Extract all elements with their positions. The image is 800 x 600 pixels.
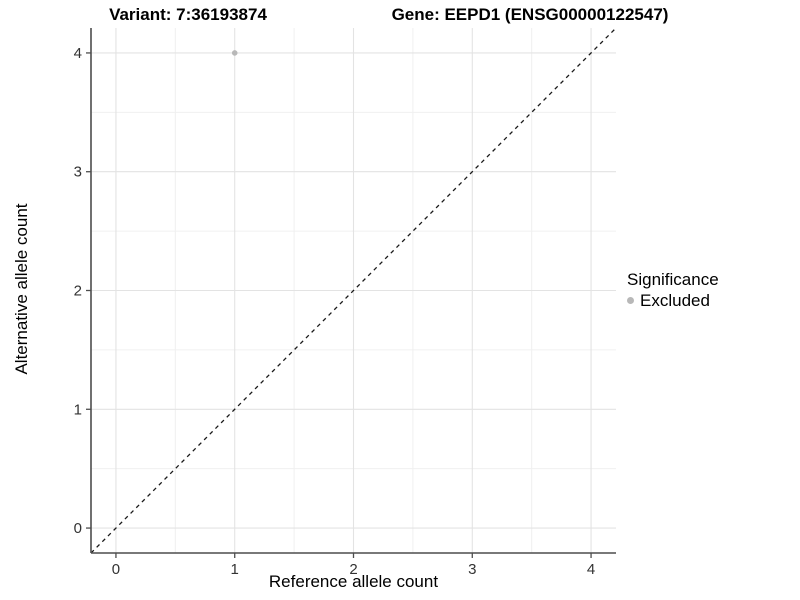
legend: Significance Excluded — [627, 270, 719, 310]
y-tick-label: 2 — [74, 283, 82, 300]
identity-dashed-line — [90, 27, 617, 554]
data-point — [231, 50, 238, 56]
y-axis-title: Alternative allele count — [12, 203, 31, 375]
x-axis-title: Reference allele count — [268, 572, 439, 591]
legend-title: Significance — [627, 270, 719, 289]
x-tick-label: 1 — [231, 561, 239, 578]
x-tick-label: 0 — [112, 561, 120, 578]
plot-title-gene: Gene: EEPD1 (ENSG00000122547) — [391, 5, 669, 24]
legend-item-label: Excluded — [640, 291, 710, 310]
plot-title-variant: Variant: 7:36193874 — [109, 5, 267, 24]
y-tick-label: 1 — [74, 401, 82, 418]
y-tick-label: 3 — [74, 164, 82, 181]
x-tick-label: 3 — [468, 561, 476, 578]
y-tick-label: 4 — [74, 45, 82, 62]
x-tick-label: 2 — [349, 561, 357, 578]
legend-item-excluded: Excluded — [627, 291, 719, 310]
x-tick-label: 4 — [587, 561, 595, 578]
legend-marker-circle-icon — [627, 297, 634, 304]
y-tick-label: 0 — [74, 520, 82, 537]
